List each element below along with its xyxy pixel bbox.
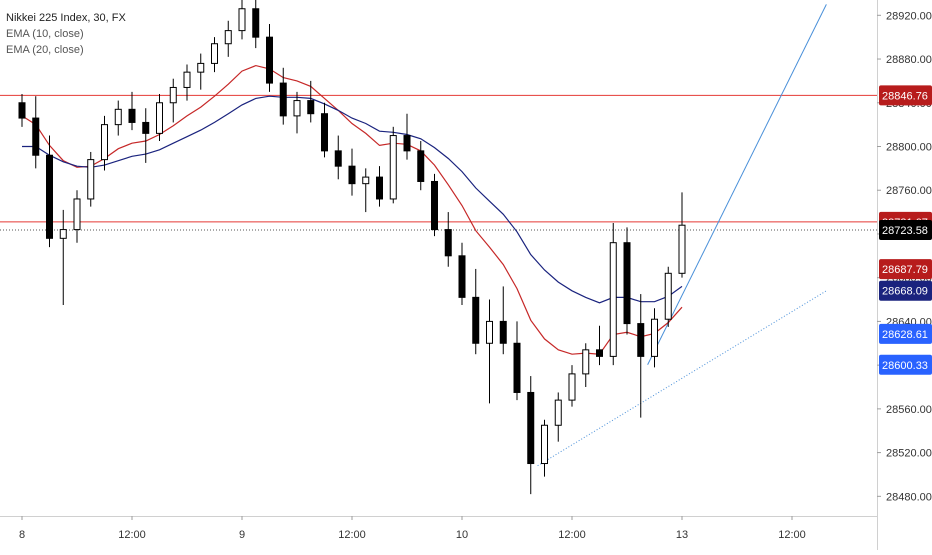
candle-body xyxy=(623,242,631,325)
candle-body xyxy=(183,71,191,88)
candle-body xyxy=(362,176,370,185)
candle-body xyxy=(678,224,686,274)
y-tick-label: 28560.00 xyxy=(886,404,932,416)
candle-body xyxy=(238,8,246,32)
candle-body xyxy=(266,36,273,84)
x-tick-label: 12:00 xyxy=(778,529,806,541)
candle-body xyxy=(348,165,356,185)
plot-background xyxy=(0,0,877,516)
x-tick-label: 9 xyxy=(239,529,245,541)
candle-body xyxy=(568,373,576,401)
candle-body xyxy=(114,108,122,126)
x-tick-label: 10 xyxy=(456,529,468,541)
candle-body xyxy=(389,135,397,200)
candle-body xyxy=(211,43,218,64)
candle-body xyxy=(609,242,617,357)
chart-legend: Nikkei 225 Index, 30, FX EMA (10, close)… xyxy=(6,10,126,58)
candle-body xyxy=(87,159,95,200)
price-tag-label: 28668.09 xyxy=(882,286,928,298)
ema10-legend[interactable]: EMA (10, close) xyxy=(6,28,84,40)
candle-body xyxy=(472,296,480,344)
candle-body xyxy=(541,424,548,465)
candle-body xyxy=(376,176,383,200)
trend-line xyxy=(647,4,827,365)
trend-line xyxy=(537,290,827,467)
ema20-legend[interactable]: EMA (20, close) xyxy=(6,44,84,56)
price-tag-label: 28846.76 xyxy=(882,90,928,102)
candle-body xyxy=(156,102,163,134)
candle-body xyxy=(32,117,40,156)
candle-body xyxy=(101,124,108,161)
y-tick-label: 28880.00 xyxy=(886,54,932,66)
candle-body xyxy=(582,349,590,375)
candle-body xyxy=(142,121,150,134)
candle-body xyxy=(403,135,411,152)
y-tick-label: 28760.00 xyxy=(886,185,932,197)
candle-body xyxy=(73,198,81,231)
candle-body xyxy=(252,8,260,38)
candle-body xyxy=(224,30,232,45)
candle-body xyxy=(637,323,645,357)
candle-body xyxy=(444,229,452,257)
ema10-line xyxy=(21,64,683,355)
candle-body xyxy=(334,150,342,167)
price-tag-label: 28723.58 xyxy=(882,225,928,237)
candle-body xyxy=(664,272,672,320)
y-tick-label: 28920.00 xyxy=(886,10,932,22)
candle-body xyxy=(197,62,205,73)
candle-body xyxy=(458,255,466,298)
price-tag xyxy=(879,85,932,106)
price-tag-label: 28687.79 xyxy=(882,264,928,276)
symbol-title[interactable]: Nikkei 225 Index, 30, FX xyxy=(6,12,126,24)
candle-body xyxy=(499,320,507,344)
candle-body xyxy=(293,100,301,117)
candle-body xyxy=(554,399,562,426)
candle-body xyxy=(513,342,521,393)
y-tick-label: 28520.00 xyxy=(886,448,932,460)
x-tick-label: 13 xyxy=(676,529,688,541)
x-tick-label: 12:00 xyxy=(118,529,146,541)
x-tick-label: 12:00 xyxy=(558,529,586,541)
price-tag-label: 28600.33 xyxy=(882,360,928,372)
candle-body xyxy=(486,320,493,344)
candle-body xyxy=(527,391,535,465)
x-tick-label: 8 xyxy=(19,529,25,541)
candle-body xyxy=(46,154,53,239)
price-tag-label: 28628.61 xyxy=(882,329,928,341)
candle-body xyxy=(596,349,603,357)
candle-body xyxy=(18,102,26,119)
price-tag xyxy=(879,354,932,375)
candle-body xyxy=(417,150,425,182)
candle-body xyxy=(651,318,658,357)
price-tag xyxy=(879,323,932,344)
price-tag xyxy=(879,259,932,280)
candle-body xyxy=(279,82,287,117)
candle-body xyxy=(169,86,177,104)
candle-body xyxy=(307,100,315,115)
ema20-line xyxy=(22,95,683,304)
y-tick-label: 28800.00 xyxy=(886,141,932,153)
y-tick-label: 28480.00 xyxy=(886,491,932,503)
x-tick-label: 12:00 xyxy=(338,529,366,541)
candle-body xyxy=(59,229,67,239)
candle-body xyxy=(321,113,328,152)
candle-body xyxy=(431,180,438,231)
price-tag xyxy=(879,280,932,301)
candle-body xyxy=(128,108,136,123)
price-tag xyxy=(879,220,932,241)
